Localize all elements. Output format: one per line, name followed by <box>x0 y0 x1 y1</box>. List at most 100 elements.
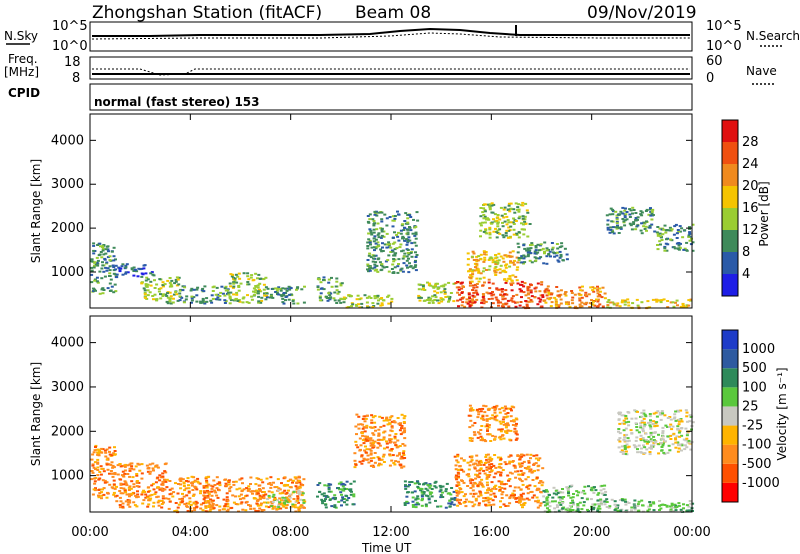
echo-cell <box>370 419 374 422</box>
echo-cell <box>551 496 555 499</box>
echo-cell <box>650 446 654 449</box>
echo-cell <box>477 461 481 464</box>
echo-cell <box>382 453 386 456</box>
echo-cell <box>622 419 626 422</box>
echo-cell <box>237 289 241 292</box>
echo-cell <box>474 289 478 292</box>
echo-cell <box>651 208 655 211</box>
echo-cell <box>332 297 336 300</box>
echo-cell <box>396 210 399 213</box>
echo-cell <box>642 221 646 224</box>
echo-cell <box>173 282 177 285</box>
echo-cell <box>96 462 100 465</box>
echo-cell <box>404 484 407 487</box>
echo-cell <box>171 495 175 498</box>
echo-cell <box>527 300 531 303</box>
echo-cell <box>520 255 524 258</box>
echo-cell <box>621 300 625 303</box>
echo-cell <box>368 448 372 451</box>
echo-cell <box>474 477 478 480</box>
echo-cell <box>603 500 607 503</box>
echo-cell <box>377 236 381 239</box>
echo-cell <box>576 506 580 509</box>
echo-cell <box>327 281 331 284</box>
echo-cell <box>294 485 298 488</box>
echo-cell <box>477 495 481 498</box>
echo-cell <box>218 505 222 508</box>
echo-cell <box>642 444 645 447</box>
echo-cell <box>558 250 562 253</box>
echo-cell <box>670 504 674 506</box>
echo-cell <box>100 447 104 450</box>
echo-cell <box>163 488 167 491</box>
echo-cell <box>286 480 290 482</box>
echo-cell <box>448 499 452 502</box>
echo-cell <box>278 502 282 505</box>
echo-cell <box>119 267 123 270</box>
echo-cell <box>522 285 526 288</box>
echo-cell <box>678 230 682 233</box>
echo-cell <box>141 273 145 276</box>
echo-cell <box>489 504 493 507</box>
echo-cell <box>373 254 377 257</box>
echo-cell <box>112 255 116 258</box>
echo-cell <box>430 488 434 490</box>
echo-cell <box>235 291 239 294</box>
echo-cell <box>179 487 183 490</box>
echo-cell <box>262 494 266 497</box>
echo-cell <box>219 291 223 294</box>
echo-cell <box>599 499 603 502</box>
echo-cell <box>481 296 485 298</box>
echo-cell <box>246 281 250 283</box>
echo-cell <box>379 269 383 272</box>
echo-cell <box>578 501 582 504</box>
echo-cell <box>481 293 485 295</box>
echo-cell <box>389 246 393 249</box>
echo-cell <box>267 506 271 509</box>
echo-cell <box>155 283 159 286</box>
echo-cell <box>469 276 473 279</box>
echo-cell <box>475 277 479 280</box>
echo-cell <box>488 231 492 234</box>
echo-cell <box>390 249 394 252</box>
echo-cell <box>494 227 497 230</box>
echo-cell <box>679 508 683 511</box>
echo-cell <box>486 504 490 507</box>
echo-cell <box>143 491 147 493</box>
echo-cell <box>554 301 558 304</box>
echo-cell <box>484 503 488 506</box>
echo-cell <box>267 496 271 499</box>
echo-cell <box>258 489 262 492</box>
echo-cell <box>375 214 379 217</box>
echo-cell <box>527 251 531 253</box>
echo-cell <box>541 296 545 298</box>
echo-cell <box>228 302 232 305</box>
echo-cell <box>541 247 545 250</box>
echo-cell <box>494 257 498 260</box>
echo-cell <box>663 249 667 252</box>
echo-cell <box>376 233 380 236</box>
echo-cell <box>659 507 663 510</box>
echo-cell <box>132 266 136 269</box>
echo-cell <box>649 504 653 507</box>
echo-cell <box>340 483 344 486</box>
echo-cell <box>236 503 240 506</box>
echo-cell <box>676 247 680 250</box>
echo-cell <box>658 227 662 230</box>
echo-cell <box>502 293 506 296</box>
echo-cell <box>545 294 549 297</box>
echo-cell <box>411 505 415 508</box>
echo-cell <box>276 287 280 290</box>
echo-cell <box>639 422 643 425</box>
echo-cell <box>327 292 331 295</box>
echo-cell <box>245 487 248 490</box>
echo-cell <box>294 477 298 480</box>
echo-cell <box>484 497 488 499</box>
echo-cell <box>646 421 650 424</box>
echo-cell <box>669 505 672 508</box>
echo-cell <box>523 218 527 221</box>
echo-cell <box>102 493 106 496</box>
echo-cell <box>99 245 102 248</box>
echo-cell <box>619 226 623 229</box>
echo-cell <box>477 483 481 486</box>
